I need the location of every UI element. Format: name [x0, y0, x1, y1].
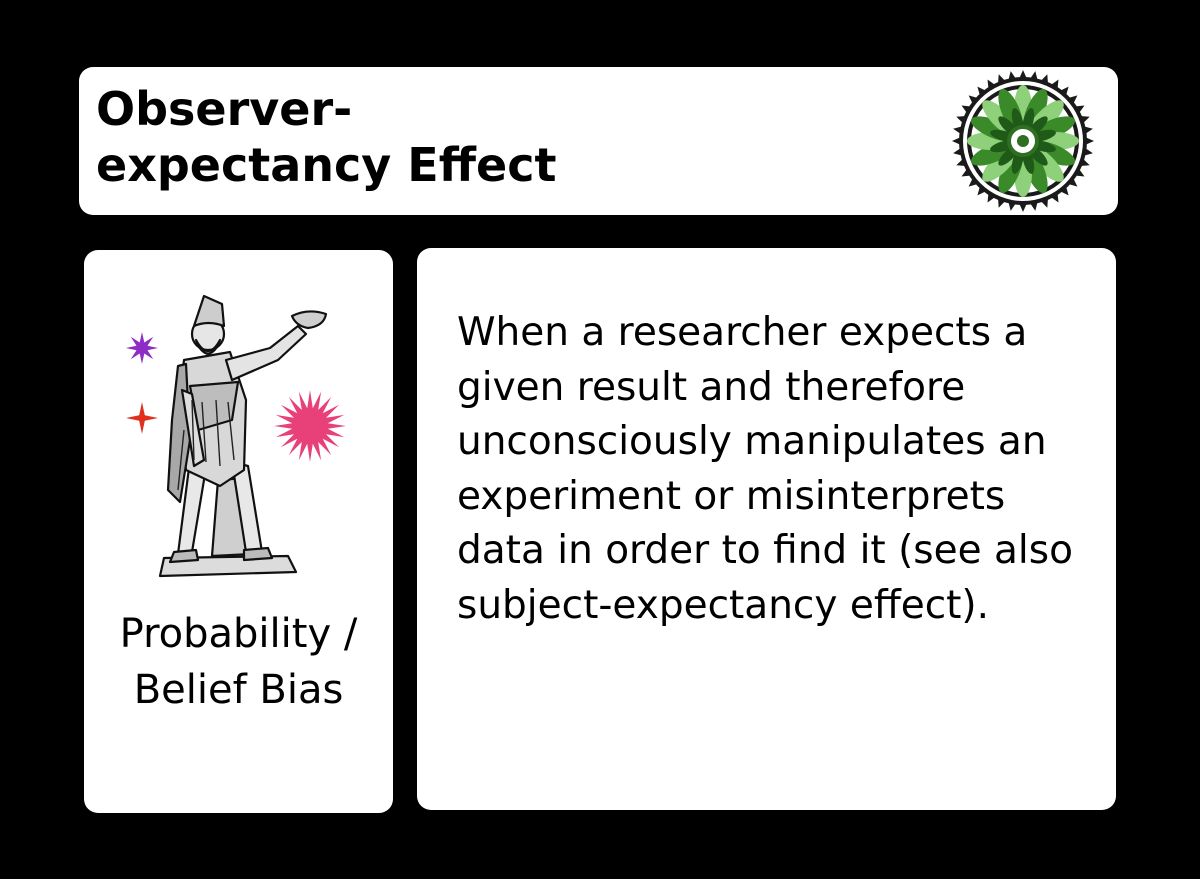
statue-figure	[158, 294, 328, 578]
statue-with-bowl-icon	[126, 294, 346, 578]
category-label: Probability / Belief Bias	[119, 611, 358, 713]
category-card: Probability / Belief Bias	[84, 250, 393, 813]
description-card: When a researcher expects a given result…	[417, 248, 1116, 810]
title-card: Observer- expectancy Effect	[79, 67, 1118, 215]
pink-burst-icon	[274, 390, 346, 462]
description-text: When a researcher expects a given result…	[457, 310, 1073, 628]
purple-star-icon	[126, 332, 158, 364]
green-leaf-seal-icon	[952, 70, 1094, 212]
page-title: Observer- expectancy Effect	[96, 82, 557, 192]
red-star-icon	[126, 402, 158, 434]
statue-shading	[177, 399, 235, 491]
